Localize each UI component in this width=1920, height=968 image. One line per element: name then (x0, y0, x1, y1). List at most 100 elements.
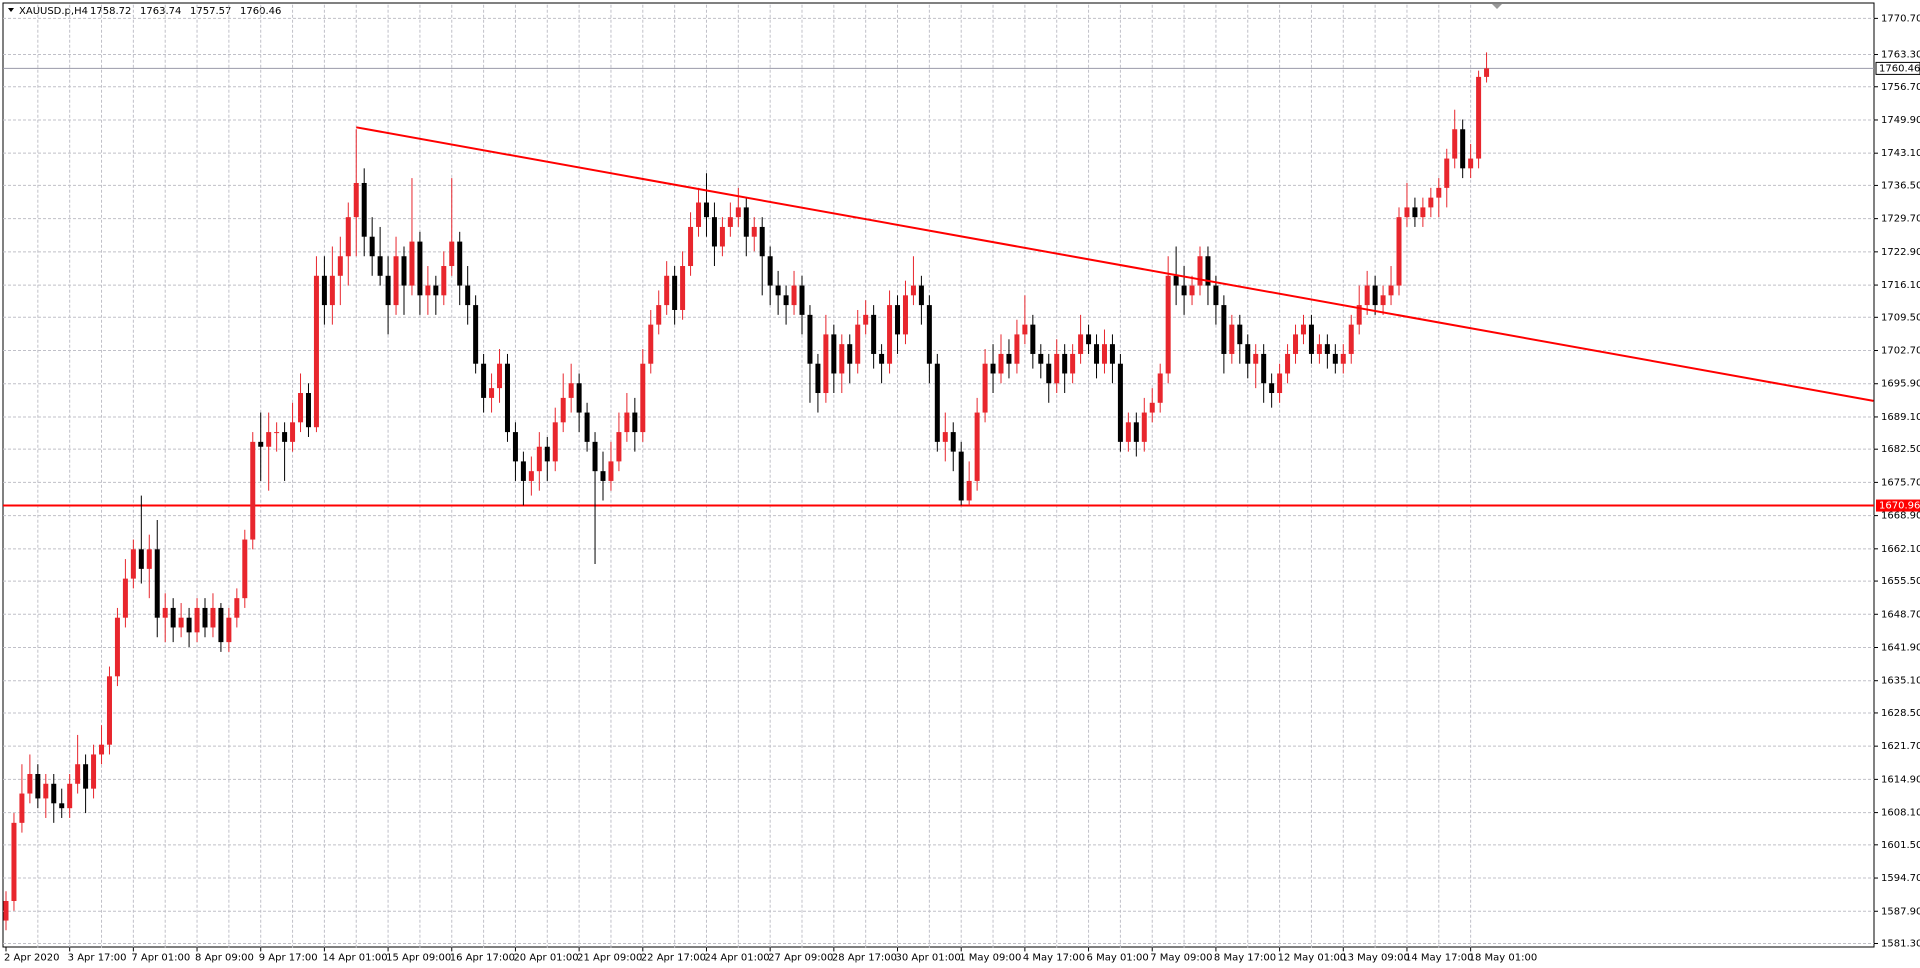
candle-body (1229, 324, 1235, 354)
x-tick-label: 18 May 01:00 (1469, 952, 1538, 963)
candle-body (910, 285, 916, 296)
candle-body (242, 539, 248, 599)
candle-body (250, 441, 256, 540)
candle-body (1237, 324, 1243, 345)
candle-body (146, 549, 152, 569)
shift-marker (1492, 4, 1502, 9)
candle-body (950, 432, 956, 452)
candle-body (67, 783, 73, 809)
candle-body (1340, 353, 1346, 364)
candle-body (775, 285, 781, 296)
candle-body (528, 471, 534, 481)
candle-body (274, 432, 280, 434)
candle-body (337, 256, 343, 276)
candle-body (966, 480, 972, 501)
y-tick-label: 1716.10 (1881, 280, 1920, 291)
candle-body (871, 314, 877, 354)
candle-body (902, 295, 908, 335)
candle-body (799, 285, 805, 315)
candle-body (43, 783, 49, 799)
y-tick-label: 1770.70 (1881, 13, 1920, 24)
candle-body (122, 578, 128, 618)
candle-body (1189, 285, 1195, 296)
menu-arrow[interactable] (8, 8, 14, 12)
candle-body (974, 412, 980, 481)
candle-body (433, 285, 439, 296)
candle-body (584, 412, 590, 442)
candle-body (1157, 373, 1163, 403)
candle-body (600, 471, 606, 481)
candle-body (210, 607, 216, 628)
candle-body (520, 461, 526, 481)
candle-body (282, 432, 288, 442)
candle-body (1038, 353, 1044, 364)
candle-body (815, 363, 821, 394)
y-tick-label: 1729.70 (1881, 214, 1920, 225)
y-tick-label: 1736.50 (1881, 180, 1920, 191)
candle-body (1468, 158, 1474, 169)
candle-body (592, 441, 598, 472)
candle-body (59, 803, 65, 809)
candle-body (489, 388, 495, 398)
y-tick-label: 1668.90 (1881, 511, 1920, 522)
candle-body (1261, 353, 1267, 384)
candle-body (1388, 285, 1394, 296)
candle-body (998, 353, 1004, 374)
y-tick-label: 1702.70 (1881, 346, 1920, 357)
candle-body (441, 266, 447, 296)
candle-body (926, 305, 932, 364)
candle-body (560, 397, 566, 423)
candle-body (393, 256, 399, 306)
candle-body (1372, 285, 1378, 306)
candle-body (942, 432, 948, 442)
candle-body (1014, 334, 1020, 364)
candle-body (27, 774, 33, 794)
y-tick-label: 1594.70 (1881, 873, 1920, 884)
candle-body (656, 305, 662, 325)
header-high: 1763.74 (140, 6, 181, 17)
chart-symbol: XAUUSD.p,H4 (19, 6, 88, 17)
candle-body (672, 275, 678, 310)
candle-body (895, 305, 901, 335)
candle-body (409, 241, 415, 286)
candle-body (218, 607, 224, 643)
candle-body (640, 363, 646, 433)
candle-body (719, 226, 725, 247)
candle-body (1149, 402, 1155, 413)
x-tick-label: 7 May 09:00 (1150, 952, 1212, 963)
candle-body (91, 754, 97, 789)
x-tick-label: 3 Apr 17:00 (68, 952, 127, 963)
candle-body (234, 598, 240, 618)
y-tick-label: 1743.10 (1881, 148, 1920, 159)
y-tick-label: 1628.50 (1881, 708, 1920, 719)
x-tick-label: 14 Apr 01:00 (322, 952, 387, 963)
candle-body (831, 334, 837, 374)
candle-body (417, 241, 423, 296)
candle-body (361, 182, 367, 237)
candle-body (1101, 344, 1107, 364)
y-tick-label: 1662.10 (1881, 544, 1920, 555)
candle-body (1436, 187, 1442, 198)
candle-body (680, 266, 686, 310)
x-tick-label: 8 Apr 09:00 (195, 952, 254, 963)
candle-body (616, 432, 622, 462)
plot-frame (2, 2, 1875, 948)
candle-body (1428, 197, 1434, 208)
candle-body (1316, 344, 1322, 354)
support-price-tag (1876, 499, 1920, 512)
candle-body (11, 822, 17, 901)
candle-body (688, 226, 694, 267)
candle-body (958, 451, 964, 501)
candle-body (345, 217, 351, 257)
candle-body (1173, 275, 1179, 286)
y-tick-label: 1635.10 (1881, 676, 1920, 687)
candle-body (425, 285, 431, 296)
candle-body (1269, 383, 1275, 394)
x-tick-label: 21 Apr 09:00 (577, 952, 642, 963)
candle-body (1380, 295, 1386, 306)
candle-body (807, 314, 813, 364)
candle-body (512, 432, 518, 462)
candle-body (329, 275, 335, 306)
candle-body (1300, 324, 1306, 335)
current-price-tag (1875, 61, 1920, 75)
